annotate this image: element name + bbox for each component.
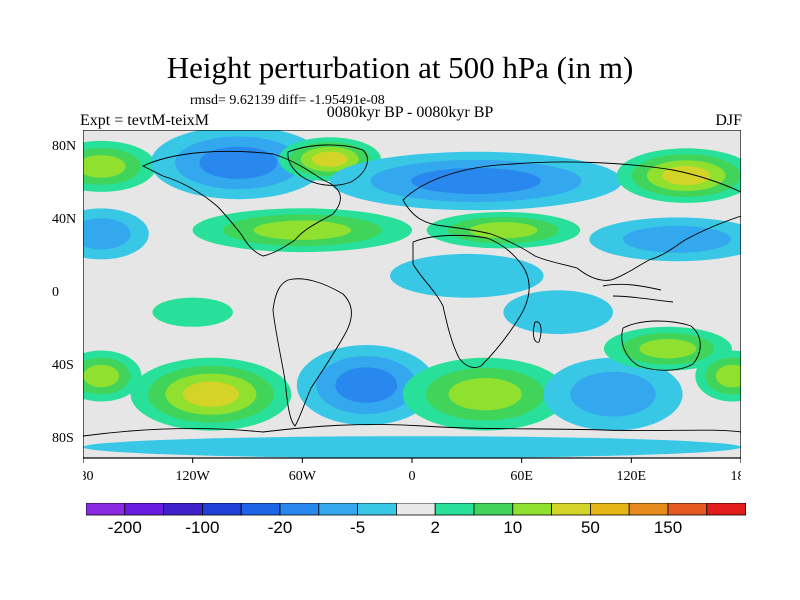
perturbation-fields [83,130,741,458]
field-5-level-2 [83,218,131,250]
colorbar-tick-label: -20 [268,518,293,537]
colorbar-box [357,503,397,516]
lon-tick-label: 0 [409,469,416,480]
field-12-level-3 [83,364,120,388]
coastlines [83,144,741,437]
field-1-level-3 [199,146,278,179]
colorbar-box [279,503,320,516]
field-3-level-3 [411,168,541,194]
colorbar-box [706,503,746,516]
field-7-level-3 [253,220,351,240]
field-10-level-1 [503,290,613,335]
colorbar-labels: -200 -100 -20 -5 2 10 50 150 [108,518,682,537]
colorbar-tick-label: -5 [350,518,365,537]
coast-greenland [287,144,368,186]
lon-tick-label: 120E [617,469,647,480]
colorbar-box [86,503,126,516]
season-label: DJF [715,112,742,129]
coast-south-america [272,278,352,427]
colorbar-tick-label: 150 [654,518,682,537]
field-15-level-3 [448,378,522,411]
field-17-level-3 [639,339,697,359]
colorbar-box [628,503,669,516]
field-14-level-3 [335,367,398,403]
colorbar-box [124,503,164,516]
colorbar-tick-label: 10 [503,518,522,537]
colorbar-box [551,503,591,516]
colorbar-tick-label: -200 [108,518,142,537]
colorbar-tick-label: 2 [430,518,439,537]
field-11-level-1 [152,297,233,327]
field-4-level-4 [662,166,711,186]
longitude-axis: 180 120W 60W 0 60E 120E 180 [83,458,741,480]
lon-tick-label: 180 [731,469,742,480]
lat-tick-label: 40N [52,212,77,228]
field-6-level-2 [623,225,731,253]
colorbar-box [434,503,475,516]
colorbar-box [318,503,359,516]
field-13-level-4 [182,381,239,407]
rmsd-stats: rmsd= 9.62139 diff= -1.95491e-08 [190,93,385,108]
field-2-level-4 [312,151,348,167]
colorbar-tick-label: 50 [581,518,600,537]
coast-north-america [141,150,341,257]
lat-tick-label: 80N [52,139,77,155]
colorbar-box [512,503,552,516]
colorbar: -200 -100 -20 -5 2 10 50 150 [86,503,746,537]
coast-antarctica [83,423,741,437]
lon-tick-label: 60W [289,469,317,480]
colorbar-boxes [86,503,746,516]
lat-tick-label: 40S [52,357,74,373]
field-16-level-2 [570,371,656,417]
lon-tick-label: 180 [83,469,94,480]
contour-map: 180 120W 60W 0 60E 120E 180 [83,130,741,480]
experiment-label: Expt = tevtM-teixM [80,112,210,129]
coast-australia [621,320,701,371]
colorbar-box [473,503,514,516]
colorbar-box [395,503,436,516]
figure-title: Height perturbation at 500 hPa (in m) [166,50,634,85]
coast-madagascar [532,321,542,343]
colorbar-tick-label: -100 [185,518,219,537]
colorbar-box [589,503,630,516]
colorbar-box [240,503,281,516]
field-18-level-3 [715,364,741,388]
lat-tick-label: 0 [52,285,59,300]
colorbar-box [202,503,242,516]
period-label: 0080kyr BP - 0080kyr BP [326,104,494,121]
colorbar-box [667,503,708,516]
lon-tick-label: 120W [176,469,211,480]
lon-tick-label: 60E [510,469,533,480]
field-8-level-3 [469,222,538,239]
coast-africa [412,234,530,369]
colorbar-box [163,503,203,516]
field-19-level-1 [83,436,741,458]
coast-indonesia [602,283,674,303]
field-0-level-3 [83,155,126,178]
field-9-level-1 [390,253,544,298]
coast-eurasia [402,161,741,281]
lat-tick-label: 80S [52,430,74,446]
